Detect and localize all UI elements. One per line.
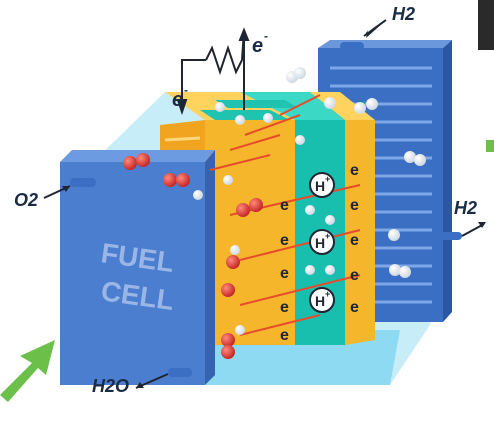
electron-icon: e [280,265,289,282]
electron-icon: e [280,197,289,214]
pipes [70,42,462,377]
proton-icon: H + [309,172,335,198]
fuel-cell-front-plate: FUEL CELL [60,150,215,385]
resistor-icon [205,44,243,76]
h2-top-label: H2 [392,4,415,24]
electron-label-left: e [172,89,183,111]
o2-label: O2 [14,190,38,210]
water-outlet-pipe [168,368,192,377]
external-circuit [176,27,250,116]
electron-icon: e [350,162,359,179]
proton-label: H [315,235,325,251]
green-arrow-icon [0,340,55,402]
protons: H + H + H + [309,172,335,313]
electron-icon: e [280,299,289,316]
o2-inlet-pipe [70,178,96,187]
proton-icon: H + [309,229,335,255]
proton-plus: + [325,289,330,299]
electrons: e e e e e e e e e e [280,162,359,344]
proton-label: H [315,293,325,309]
h2o-arrowhead [136,382,144,388]
electron-icon: e [350,232,359,249]
h2-right-arrowhead [478,222,486,228]
o2-arrowhead [62,186,70,192]
electron-icon: e [280,327,289,344]
electron-icon: e [350,299,359,316]
proton-label: H [315,178,325,194]
electron-minus-left: - [184,83,188,97]
h2-inlet-pipe [340,42,364,50]
h2-top-arrow-line [363,19,387,37]
proton-icon: H + [309,287,335,313]
h2-right-label: H2 [454,198,477,218]
edge-fragments [478,0,494,152]
hydrogen-molecules [193,67,426,335]
h2o-label: H2O [92,376,129,396]
electron-icon: e [280,232,289,249]
proton-plus: + [325,231,330,241]
electron-minus-right: - [264,29,268,43]
electron-label-right: e [252,35,263,57]
proton-plus: + [325,174,330,184]
oxygen-molecules [123,153,263,359]
electron-icon: e [350,197,359,214]
h2-outlet-pipe [440,232,462,240]
h2-right-arrow [461,223,485,237]
electron-icon: e [350,267,359,284]
